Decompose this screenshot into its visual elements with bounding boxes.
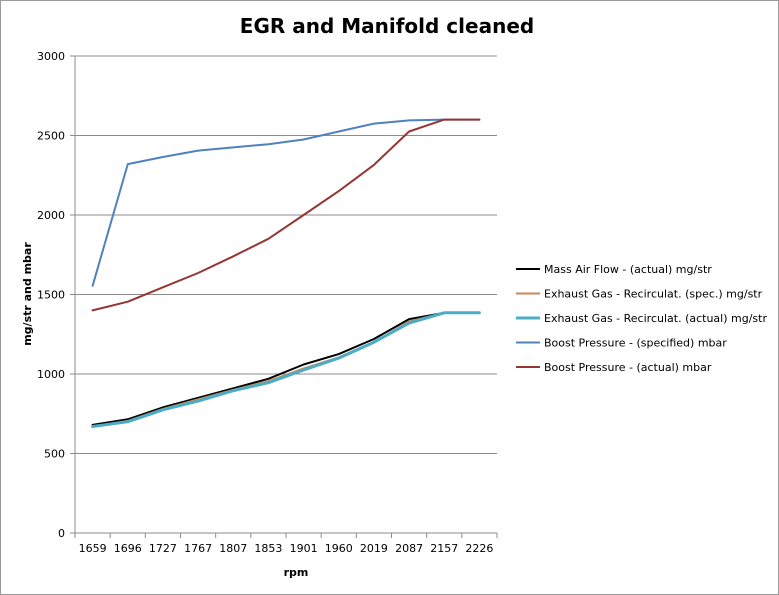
legend-entry-1: Exhaust Gas - Recirculat. (spec.) mg/str [544, 288, 763, 301]
series-line-0 [91, 311, 481, 426]
legend: Mass Air Flow - (actual) mg/str Exhaust G… [516, 263, 767, 374]
x-tick-label: 1960 [325, 542, 353, 555]
x-tick-label: 2157 [430, 542, 458, 555]
x-tick-label: 2226 [465, 542, 493, 555]
axes [70, 55, 498, 538]
legend-entry-2: Exhaust Gas - Recirculat. (actual) mg/st… [544, 312, 767, 325]
series-lines [91, 118, 481, 428]
y-tick-label: 2500 [37, 130, 65, 143]
x-tick-label: 2087 [395, 542, 423, 555]
x-tick-label: 1727 [149, 542, 177, 555]
y-tick-label: 500 [44, 448, 65, 461]
x-tick-label: 2019 [360, 542, 388, 555]
y-axis-title: mg/str and mbar [21, 242, 34, 346]
legend-entry-0: Mass Air Flow - (actual) mg/str [544, 263, 712, 276]
x-axis-title: rpm [284, 566, 309, 579]
y-tick-label: 2000 [37, 209, 65, 222]
y-tick-label: 3000 [37, 50, 65, 63]
x-tick-label: 1901 [290, 542, 318, 555]
legend-entry-4: Boost Pressure - (actual) mbar [544, 361, 712, 374]
chart-title: EGR and Manifold cleaned [240, 14, 534, 38]
x-tick-label: 1659 [79, 542, 107, 555]
series-line-3 [91, 118, 481, 287]
tick-labels: 0 500 1000 1500 2000 2500 3000 1659 1696 1727 1767… [37, 50, 493, 555]
x-tick-label: 1807 [219, 542, 247, 555]
series-line-2 [91, 311, 481, 428]
series-line-4 [91, 118, 481, 312]
y-tick-label: 1500 [37, 289, 65, 302]
y-tick-label: 0 [58, 527, 65, 540]
x-tick-label: 1767 [184, 542, 212, 555]
x-tick-label: 1853 [254, 542, 282, 555]
legend-entry-3: Boost Pressure - (specified) mbar [544, 337, 727, 350]
x-tick-label: 1696 [114, 542, 142, 555]
y-tick-label: 1000 [37, 368, 65, 381]
